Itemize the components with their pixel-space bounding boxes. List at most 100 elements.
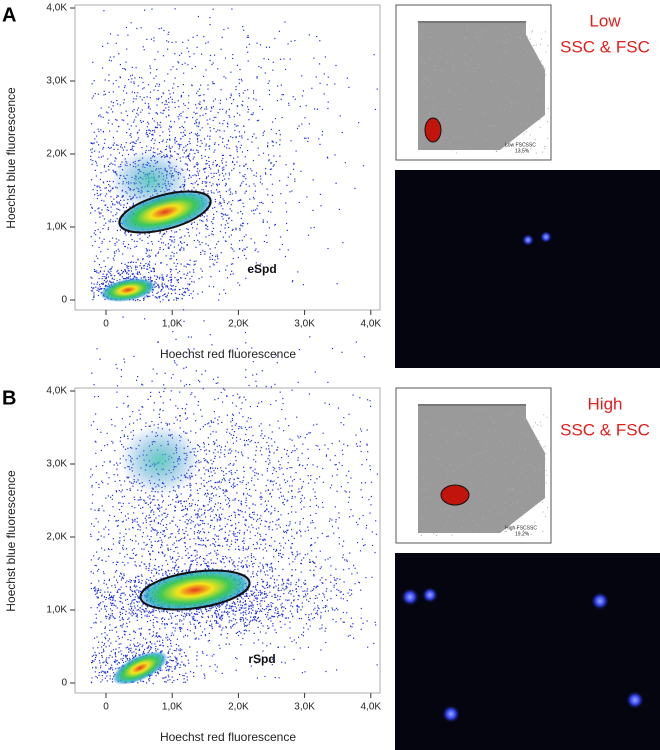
event-dot <box>103 536 105 538</box>
event-dot <box>260 498 262 500</box>
event-dot <box>315 512 317 515</box>
event-dot <box>242 516 244 518</box>
event-dot <box>234 424 236 426</box>
event-dot <box>174 668 176 670</box>
event-dot <box>259 202 261 204</box>
event-dot <box>266 564 269 566</box>
inset-dot <box>423 25 424 27</box>
event-dot <box>105 274 108 276</box>
event-dot <box>248 494 250 496</box>
event-dot <box>213 526 216 528</box>
event-dot <box>198 543 200 546</box>
event-dot <box>106 180 108 182</box>
event-dot <box>177 61 179 63</box>
event-dot <box>139 141 141 144</box>
event-dot <box>95 452 97 454</box>
inset-dot <box>544 146 546 147</box>
event-dot <box>223 474 225 476</box>
event-dot <box>123 495 125 497</box>
event-dot <box>342 557 344 559</box>
event-dot <box>132 557 134 559</box>
event-dot <box>222 471 224 473</box>
event-dot <box>149 278 151 280</box>
event-dot <box>189 354 191 356</box>
event-dot <box>214 545 216 547</box>
event-dot <box>191 281 193 283</box>
event-dot <box>145 519 147 521</box>
event-dot <box>185 156 187 158</box>
event-dot <box>121 119 123 121</box>
event-dot <box>136 517 138 519</box>
event-dot <box>126 548 128 550</box>
event-dot <box>200 563 202 566</box>
event-dot <box>313 57 315 59</box>
event-dot <box>240 426 242 428</box>
inset-dot <box>475 31 477 33</box>
event-dot <box>184 62 186 64</box>
event-dot <box>135 125 137 127</box>
event-dot <box>216 518 218 520</box>
event-dot <box>148 272 150 274</box>
event-dot <box>124 515 127 517</box>
event-dot <box>270 537 273 539</box>
event-dot <box>145 262 147 265</box>
event-dot <box>317 605 319 607</box>
event-dot <box>213 442 216 444</box>
inset-dot <box>499 58 501 60</box>
event-dot <box>184 413 187 415</box>
event-dot <box>113 278 115 280</box>
event-dot <box>344 559 346 561</box>
event-dot <box>222 401 224 403</box>
event-dot <box>158 97 160 99</box>
event-dot <box>239 68 241 71</box>
event-dot <box>224 227 226 229</box>
event-dot <box>275 609 277 611</box>
event-dot <box>114 255 116 257</box>
event-dot <box>170 503 172 506</box>
event-dot <box>167 286 169 288</box>
event-dot <box>195 432 197 434</box>
event-dot <box>118 152 120 154</box>
event-dot <box>204 155 206 157</box>
event-dot <box>167 98 170 100</box>
event-dot <box>268 511 270 513</box>
event-dot <box>312 561 315 563</box>
event-dot <box>298 580 300 582</box>
event-dot <box>148 106 150 108</box>
event-dot <box>183 294 185 297</box>
event-dot <box>304 554 306 556</box>
event-dot <box>134 581 136 583</box>
event-dot <box>102 45 104 47</box>
event-dot <box>291 569 293 571</box>
event-dot <box>90 476 92 478</box>
event-dot <box>230 525 232 527</box>
event-dot <box>126 115 129 117</box>
event-dot <box>210 519 212 521</box>
event-dot <box>151 509 153 511</box>
event-dot <box>123 102 125 104</box>
event-dot <box>258 402 260 404</box>
event-dot <box>126 276 128 279</box>
event-dot <box>160 421 162 424</box>
event-dot <box>245 630 248 632</box>
event-dot <box>228 174 231 176</box>
event-dot <box>256 208 258 210</box>
event-dot <box>176 153 178 155</box>
event-dot <box>137 609 140 611</box>
event-dot <box>187 64 189 66</box>
event-dot <box>158 278 161 280</box>
event-dot <box>193 166 195 168</box>
event-dot <box>228 236 230 238</box>
event-dot <box>180 138 182 140</box>
event-dot <box>169 573 171 575</box>
event-dot <box>243 540 245 542</box>
event-dot <box>180 144 182 146</box>
event-dot <box>111 424 113 426</box>
event-dot <box>296 554 298 556</box>
event-dot <box>192 290 194 292</box>
event-dot <box>231 425 233 427</box>
event-dot <box>175 559 177 561</box>
event-dot <box>219 507 221 509</box>
event-dot <box>214 259 216 261</box>
event-dot <box>189 278 191 280</box>
